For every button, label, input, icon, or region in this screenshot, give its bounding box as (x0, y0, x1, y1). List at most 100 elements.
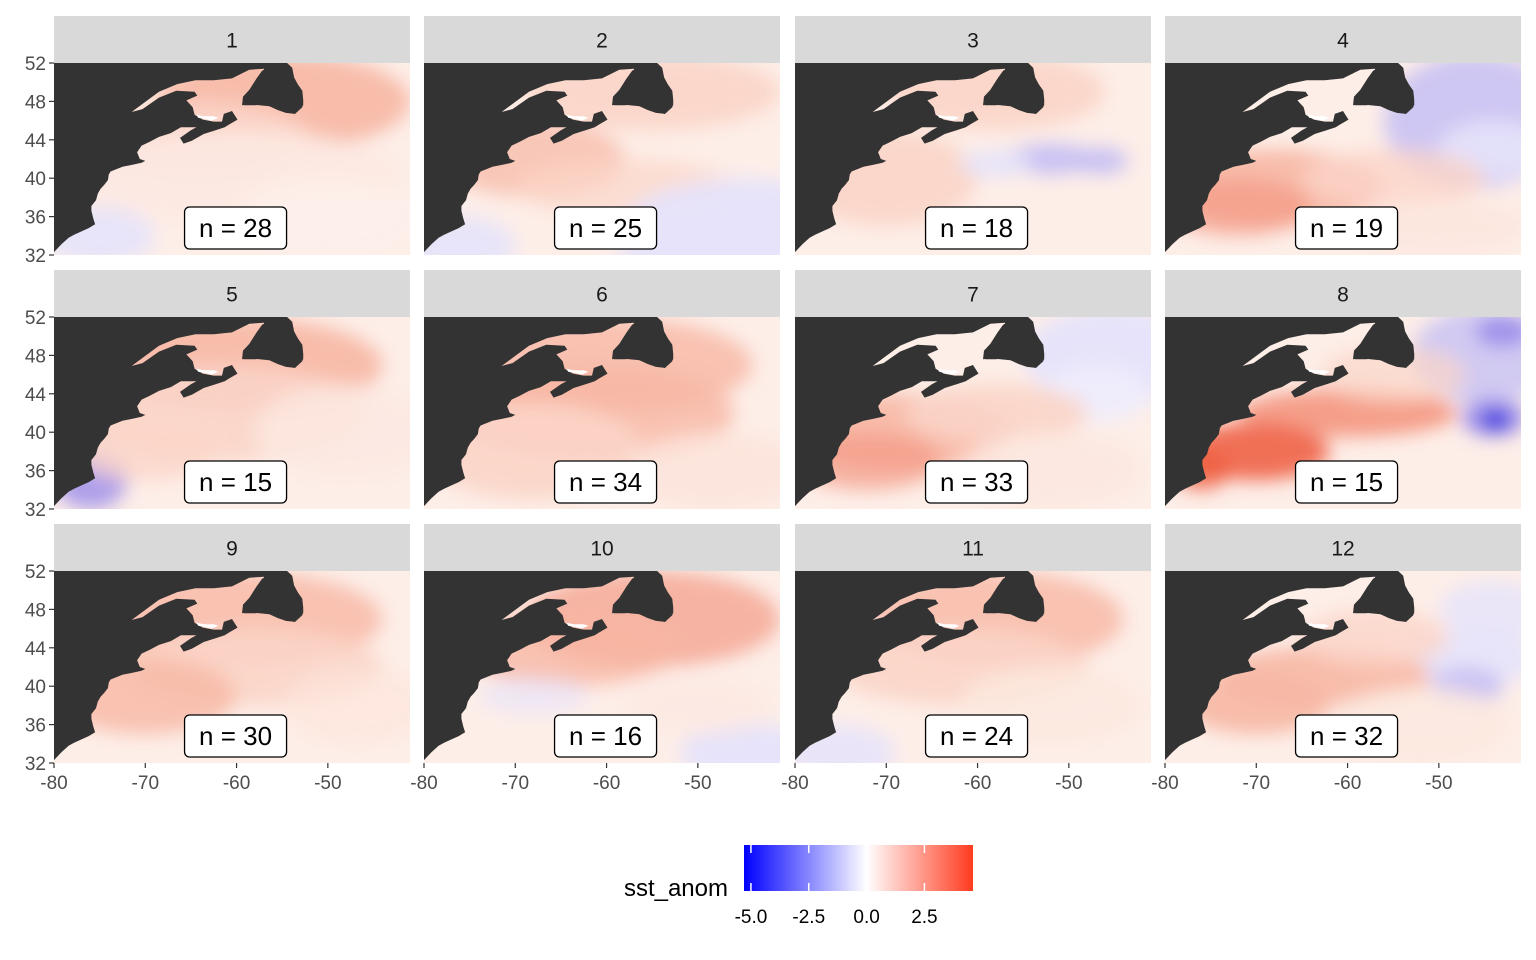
count-label: n = 25 (569, 213, 642, 243)
y-tick-label: 52 (25, 308, 46, 329)
x-tick-label: -50 (684, 773, 711, 794)
count-label: n = 32 (1310, 721, 1383, 751)
facet-strip (795, 524, 1151, 571)
gulf-water (566, 114, 589, 121)
legend-title: sst_anom (624, 875, 728, 902)
anomaly-patch (1301, 149, 1485, 207)
x-tick-label: -60 (964, 773, 991, 794)
y-tick-label: 52 (25, 54, 46, 75)
facet-panels: 1 n = 28 2 n = 25 3 n = 18 4 n = 19 5 n = 15 6 n = … (54, 16, 1521, 763)
newfoundland-land (983, 320, 1045, 368)
facet-label: 7 (967, 284, 979, 307)
anomaly-patch (1438, 580, 1521, 639)
legend-tick-label: 0.0 (853, 907, 879, 928)
panel-area (424, 571, 780, 763)
x-tick-label: -80 (781, 773, 808, 794)
anomaly-patch (1320, 345, 1467, 404)
count-label: n = 30 (199, 721, 272, 751)
anomaly-patch (959, 150, 1033, 178)
y-tick-label: 44 (25, 385, 47, 406)
x-tick-label: -70 (502, 773, 529, 794)
land-mass (1165, 571, 1415, 761)
newfoundland-land (612, 574, 674, 622)
x-tick-label: -70 (132, 773, 159, 794)
x-tick-label: -80 (1151, 773, 1178, 794)
x-tick-label: -80 (410, 773, 437, 794)
facet-panel: 3 n = 18 (795, 16, 1151, 255)
facet-strip (424, 270, 780, 317)
facet-panel: 11 n = 24 (795, 524, 1151, 763)
newfoundland-land (1353, 574, 1415, 622)
y-tick-label: 32 (25, 246, 46, 267)
newfoundland-land (612, 320, 674, 368)
y-tick-label: 36 (25, 462, 46, 483)
count-label: n = 34 (569, 467, 642, 497)
gulf-water (566, 622, 589, 629)
facet-strip (424, 524, 780, 571)
y-tick-label: 36 (25, 208, 46, 229)
newfoundland-land (983, 574, 1045, 622)
facet-strip (1165, 524, 1521, 571)
panel-area (1165, 317, 1521, 509)
newfoundland-land (242, 320, 304, 368)
y-tick-label: 44 (25, 639, 47, 660)
newfoundland-land (983, 66, 1045, 114)
land-mass (795, 317, 1045, 507)
gulf-water (937, 368, 960, 375)
land-mass (424, 63, 674, 253)
y-tick-label: 44 (25, 131, 47, 152)
gulf-water (937, 114, 960, 121)
facet-label: 4 (1337, 30, 1349, 53)
y-tick-label: 40 (25, 169, 46, 190)
y-tick-label: 52 (25, 562, 46, 583)
anomaly-patch (1073, 147, 1129, 175)
land-mass (424, 571, 674, 761)
y-tick-label: 32 (25, 500, 46, 521)
facet-label: 11 (962, 538, 984, 561)
x-tick-label: -50 (1055, 773, 1082, 794)
count-label-box (924, 206, 1029, 250)
y-tick-label: 40 (25, 677, 46, 698)
facet-strip (795, 16, 1151, 63)
land-mass (424, 317, 674, 507)
anomaly-field (460, 571, 780, 763)
count-label-box (924, 460, 1029, 504)
facet-panel: 7 n = 33 (795, 270, 1151, 509)
newfoundland-land (1353, 320, 1415, 368)
count-label: n = 16 (569, 721, 642, 751)
y-tick-label: 32 (25, 754, 46, 775)
count-label: n = 18 (940, 213, 1013, 243)
count-label-box (553, 714, 658, 758)
count-label: n = 28 (199, 213, 272, 243)
count-label: n = 15 (199, 467, 272, 497)
land-mass (795, 63, 1045, 253)
y-tick-label: 48 (25, 600, 46, 621)
facet-strip (795, 270, 1151, 317)
facet-panel: 4 n = 19 (1165, 16, 1521, 255)
land-mass (1165, 63, 1415, 253)
newfoundland-land (1353, 66, 1415, 114)
gulf-water (566, 368, 589, 375)
anomaly-patch (679, 724, 780, 763)
panel-area (424, 317, 780, 509)
x-tick-label: -70 (1243, 773, 1270, 794)
anomaly-patch (624, 676, 771, 735)
count-label: n = 24 (940, 721, 1013, 751)
facet-label: 9 (226, 538, 238, 561)
facet-panel: 1 n = 28 (54, 16, 410, 255)
facet-strip (54, 524, 410, 571)
facet-label: 5 (226, 284, 238, 307)
facet-panel: 6 n = 34 (424, 270, 780, 509)
gulf-water (1307, 368, 1330, 375)
anomaly-field (795, 317, 1151, 509)
facet-strip (54, 16, 410, 63)
y-tick-label: 48 (25, 92, 46, 113)
anomaly-patch (624, 432, 780, 509)
anomaly-field (1183, 580, 1521, 763)
x-tick-label: -50 (314, 773, 341, 794)
anomaly-patch (72, 422, 219, 481)
facet-panel: 10 n = 16 (424, 524, 780, 763)
y-tick-label: 48 (25, 346, 46, 367)
land-mass (54, 571, 304, 761)
count-label-box (1294, 460, 1399, 504)
